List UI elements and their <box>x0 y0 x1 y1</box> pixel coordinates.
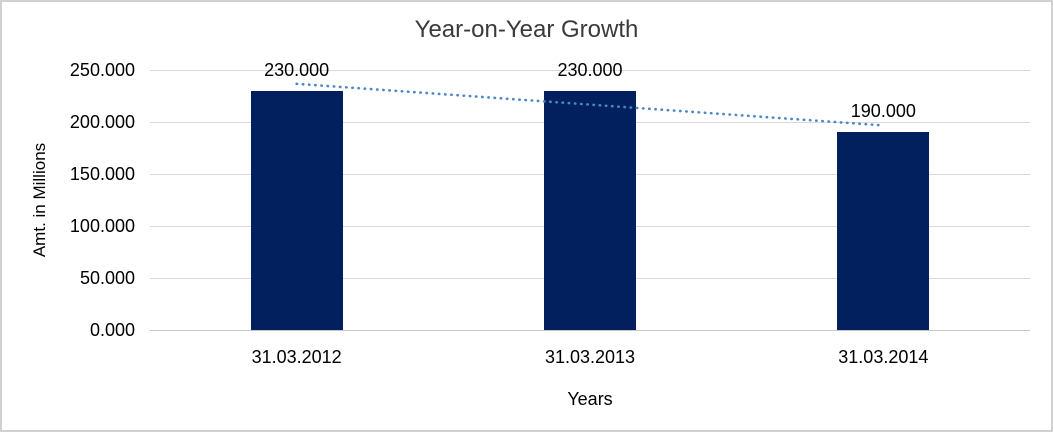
data-label: 230.000 <box>264 59 330 80</box>
y-tick-label: 200.000 <box>69 112 135 132</box>
y-tick-label: 250.000 <box>69 60 135 80</box>
bar-31.03.2012[interactable] <box>250 90 343 330</box>
y-tick-label: 0.000 <box>89 320 135 340</box>
data-label: 190.000 <box>850 101 916 122</box>
y-tick-label: 150.000 <box>69 164 135 184</box>
bar-31.03.2013[interactable] <box>544 90 636 330</box>
y-axis-title: Amt. in Millions <box>30 142 49 258</box>
x-tick-label: 31.03.2013 <box>544 347 636 367</box>
gridline <box>150 69 1030 71</box>
x-tick-label: 31.03.2012 <box>251 347 342 367</box>
y-tick-label: 100.000 <box>69 216 135 236</box>
gridline <box>150 329 1030 331</box>
data-label: 230.000 <box>557 59 623 80</box>
y-tick-label: 50.000 <box>79 268 135 288</box>
x-axis-title: Years <box>567 389 613 409</box>
bar-31.03.2014[interactable] <box>837 132 930 330</box>
chart-title: Year-on-Year Growth <box>414 16 639 43</box>
x-tick-label: 31.03.2014 <box>838 347 929 367</box>
